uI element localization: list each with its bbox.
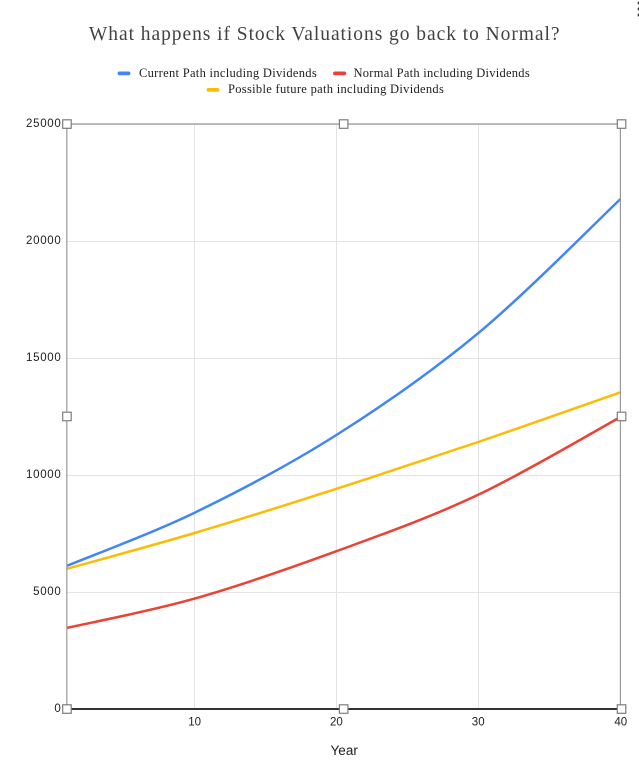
svg-text:40: 40: [614, 716, 627, 728]
svg-text:10000: 10000: [26, 469, 61, 481]
svg-text:10: 10: [188, 716, 201, 728]
svg-text:Possible future path including: Possible future path including Dividends: [228, 82, 444, 96]
svg-text:30: 30: [472, 716, 485, 728]
svg-text:15000: 15000: [26, 352, 61, 364]
svg-text:What happens if Stock Valuatio: What happens if Stock Valuations go back…: [89, 24, 561, 45]
svg-text:Current Path including Dividen: Current Path including Dividends: [139, 66, 317, 80]
svg-text:Normal Path including Dividend: Normal Path including Dividends: [354, 66, 530, 80]
svg-text:5000: 5000: [33, 586, 61, 598]
svg-text:25000: 25000: [26, 118, 61, 130]
svg-text:0: 0: [54, 703, 61, 715]
svg-text:Year: Year: [331, 743, 359, 758]
svg-text:20: 20: [330, 716, 343, 728]
svg-text:20000: 20000: [26, 235, 61, 247]
